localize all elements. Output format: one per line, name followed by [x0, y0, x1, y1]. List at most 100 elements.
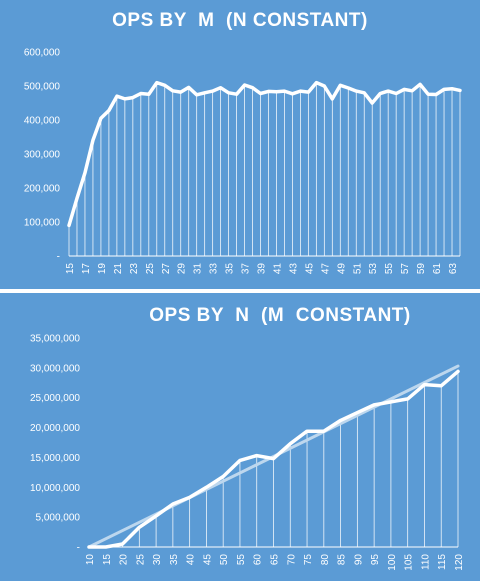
- data-point: [363, 92, 366, 94]
- data-point: [457, 370, 459, 373]
- y-tick-label: 100,000: [24, 218, 61, 229]
- y-tick-label: 600,000: [24, 48, 61, 59]
- data-point: [395, 92, 397, 95]
- data-point: [373, 404, 375, 406]
- x-tick-label: 55: [236, 554, 247, 566]
- data-point: [275, 90, 278, 93]
- data-point: [219, 86, 222, 89]
- data-point: [100, 117, 102, 120]
- y-tick-label: 30,000,000: [30, 363, 80, 374]
- data-point: [387, 90, 389, 92]
- chart-divider: [0, 289, 480, 293]
- x-tick-label: 53: [368, 263, 379, 275]
- data-point: [155, 515, 157, 517]
- x-tick-label: 65: [270, 554, 281, 566]
- data-point: [211, 90, 214, 92]
- data-point: [155, 81, 158, 84]
- x-tick-label: 20: [119, 554, 130, 566]
- data-point: [435, 93, 437, 96]
- data-point: [205, 486, 208, 489]
- data-point: [124, 98, 126, 100]
- data-point: [289, 442, 292, 445]
- ops-by-n-plot: - 5,000,000 10,000,000 15,000,000 20,000,000…: [30, 334, 465, 571]
- data-point: [92, 139, 94, 142]
- data-point: [187, 86, 190, 89]
- data-point: [315, 81, 318, 84]
- x-tick-label: 31: [193, 263, 204, 275]
- x-tick-label: 15: [65, 263, 76, 275]
- ops-by-m-plot: - 100,000 200,000 300,000 400,000 500,000 600,…: [24, 48, 462, 275]
- data-point: [371, 102, 374, 104]
- x-tick-label: 35: [169, 554, 180, 566]
- x-tick-label: 17: [81, 263, 92, 275]
- data-point: [88, 546, 90, 548]
- data-point: [222, 475, 224, 478]
- data-point: [267, 90, 270, 93]
- data-point: [116, 95, 118, 97]
- data-point: [306, 430, 308, 432]
- data-point: [331, 98, 334, 100]
- data-point: [379, 92, 382, 95]
- chart-title: OPS BY M (N CONSTANT): [112, 10, 368, 31]
- data-point: [243, 84, 246, 86]
- y-tick-label: 300,000: [24, 150, 61, 161]
- data-point: [323, 430, 325, 432]
- ops-by-n-chart: OPS BY N (M CONSTANT) - 5,000,000 10,000,0…: [0, 293, 480, 581]
- x-tick-label: 40: [186, 554, 197, 566]
- x-tick-label: 110: [420, 554, 431, 570]
- x-tick-label: 49: [336, 263, 347, 275]
- x-tick-label: 85: [337, 554, 348, 566]
- data-point: [147, 93, 150, 95]
- x-tick-label: 45: [304, 263, 315, 275]
- x-tick-label: 105: [404, 554, 415, 571]
- x-tick-label: 61: [432, 263, 443, 275]
- y-tick-label: 10,000,000: [30, 483, 80, 494]
- x-tick-label: 10: [85, 554, 96, 566]
- x-tick-label: 23: [129, 263, 140, 275]
- data-point: [355, 90, 358, 92]
- y-tick-label: 35,000,000: [30, 334, 80, 345]
- x-tick-label: 15: [102, 554, 113, 566]
- data-point: [132, 96, 134, 99]
- data-point: [459, 89, 461, 92]
- data-point: [411, 89, 413, 92]
- x-tick-label: 60: [253, 554, 264, 566]
- data-point: [291, 93, 294, 95]
- data-point: [203, 92, 206, 94]
- x-tick-label: 75: [303, 554, 314, 566]
- data-point: [339, 84, 342, 87]
- y-tick-label: -: [77, 543, 80, 554]
- x-tick-label: 25: [135, 554, 146, 566]
- y-tick-label: -: [57, 252, 60, 263]
- data-point: [423, 383, 426, 386]
- x-tick-label: 80: [320, 554, 331, 566]
- data-point: [108, 109, 110, 112]
- data-point: [443, 88, 445, 91]
- x-tick-label: 95: [370, 554, 381, 566]
- x-tick-label: 45: [202, 554, 213, 566]
- x-tick-label: 120: [454, 554, 465, 571]
- data-point: [172, 503, 174, 505]
- x-tick-label: 27: [161, 263, 172, 275]
- y-tick-label: 400,000: [24, 116, 61, 127]
- data-point: [239, 459, 241, 462]
- y-tick-label: 500,000: [24, 82, 61, 93]
- x-tick-label: 37: [241, 263, 252, 275]
- x-tick-label: 33: [209, 263, 220, 275]
- data-point: [84, 171, 86, 174]
- x-tick-label: 59: [416, 263, 427, 275]
- x-tick-label: 29: [177, 263, 188, 275]
- data-point: [255, 454, 258, 457]
- data-point: [339, 419, 342, 422]
- data-point: [419, 83, 421, 86]
- x-tick-label: 70: [286, 554, 297, 566]
- data-point: [104, 546, 107, 548]
- data-point: [403, 88, 405, 91]
- data-point: [272, 457, 275, 460]
- x-tick-label: 30: [152, 554, 163, 566]
- data-point: [451, 87, 453, 90]
- x-tick-label: 115: [437, 554, 448, 570]
- data-point: [347, 87, 350, 89]
- x-tick-label: 57: [400, 263, 411, 275]
- y-tick-label: 5,000,000: [36, 513, 81, 524]
